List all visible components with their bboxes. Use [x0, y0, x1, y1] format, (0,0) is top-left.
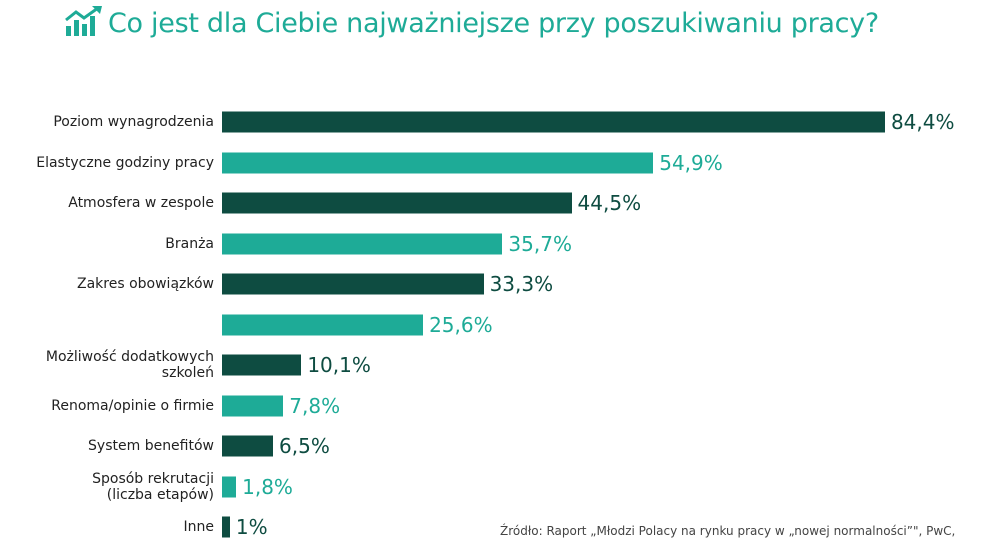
bar: [222, 111, 885, 133]
category-label: Zakres obowiązków: [77, 276, 214, 292]
value-label: 7,8%: [289, 393, 341, 418]
category-label: Inne: [183, 519, 215, 535]
value-label: 35,7%: [508, 231, 572, 256]
value-label: 25,6%: [429, 312, 493, 337]
category-label: Atmosfera w zespole: [68, 195, 214, 211]
category-label: Poziom wynagrodzenia: [53, 114, 214, 130]
value-label: 33,3%: [489, 272, 554, 296]
bar: [222, 516, 230, 538]
category-label: Branża: [165, 235, 214, 252]
bar: [222, 314, 424, 335]
bar: [222, 273, 484, 295]
bar: [222, 354, 302, 376]
value-label: 1,8%: [242, 474, 293, 499]
category-label: Elastyczne godziny pracy: [36, 154, 214, 171]
value-label: 44,5%: [577, 191, 642, 215]
source-note: Źródło: Raport „Młodzi Polacy na rynku p…: [500, 524, 956, 538]
bar: [222, 152, 654, 173]
bar: [222, 192, 572, 214]
value-label: 10,1%: [307, 353, 371, 377]
bar: [222, 476, 237, 497]
value-label: 6,5%: [279, 434, 330, 458]
value-label: 1%: [235, 515, 268, 539]
title-icon: [65, 6, 102, 36]
value-label: 54,9%: [659, 150, 723, 175]
category-label: System benefitów: [88, 438, 214, 454]
value-label: 84,4%: [890, 110, 955, 134]
category-label: Renoma/opinie o firmie: [51, 397, 214, 414]
chart-title: Co jest dla Ciebie najważniejsze przy po…: [108, 8, 879, 39]
category-label: Możliwość dodatkowych szkoleń: [45, 349, 214, 381]
category-label: Sposób rekrutacji (liczba etapów): [92, 470, 214, 503]
bar: [222, 395, 284, 416]
bar: [222, 435, 274, 457]
bar: [222, 233, 503, 254]
